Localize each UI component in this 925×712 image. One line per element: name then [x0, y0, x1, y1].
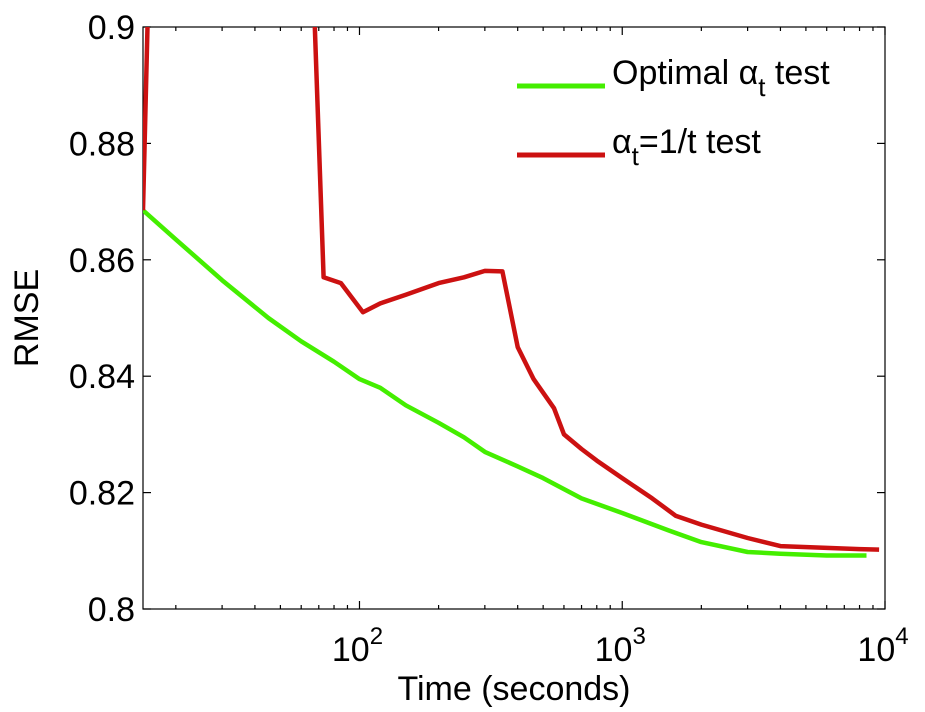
y-axis: 0.8 0.82 0.84 0.86 0.88 0.9 — [69, 9, 885, 629]
y-tick-label: 0.88 — [69, 125, 135, 163]
y-tick-label: 0.8 — [88, 591, 135, 629]
legend-label-2: αt=1/t test — [612, 123, 761, 171]
y-tick-label: 0.82 — [69, 475, 135, 513]
x-tick-label: 104 — [857, 623, 908, 669]
legend-label-1: Optimal αt test — [612, 54, 830, 102]
legend: Optimal αt test αt=1/t test — [517, 54, 830, 171]
y-axis-title: RMSE — [8, 269, 46, 367]
x-axis: 102 103 104 — [175, 27, 909, 669]
x-tick-label: 102 — [332, 623, 383, 669]
series-line-1 — [143, 208, 867, 558]
y-tick-label: 0.84 — [69, 358, 135, 396]
series-line-2 — [143, 27, 880, 552]
series-lines — [143, 27, 880, 558]
x-tick-label: 103 — [595, 623, 646, 669]
y-tick-label: 0.9 — [88, 9, 135, 47]
x-axis-title: Time (seconds) — [397, 670, 630, 708]
y-tick-label: 0.86 — [69, 242, 135, 280]
